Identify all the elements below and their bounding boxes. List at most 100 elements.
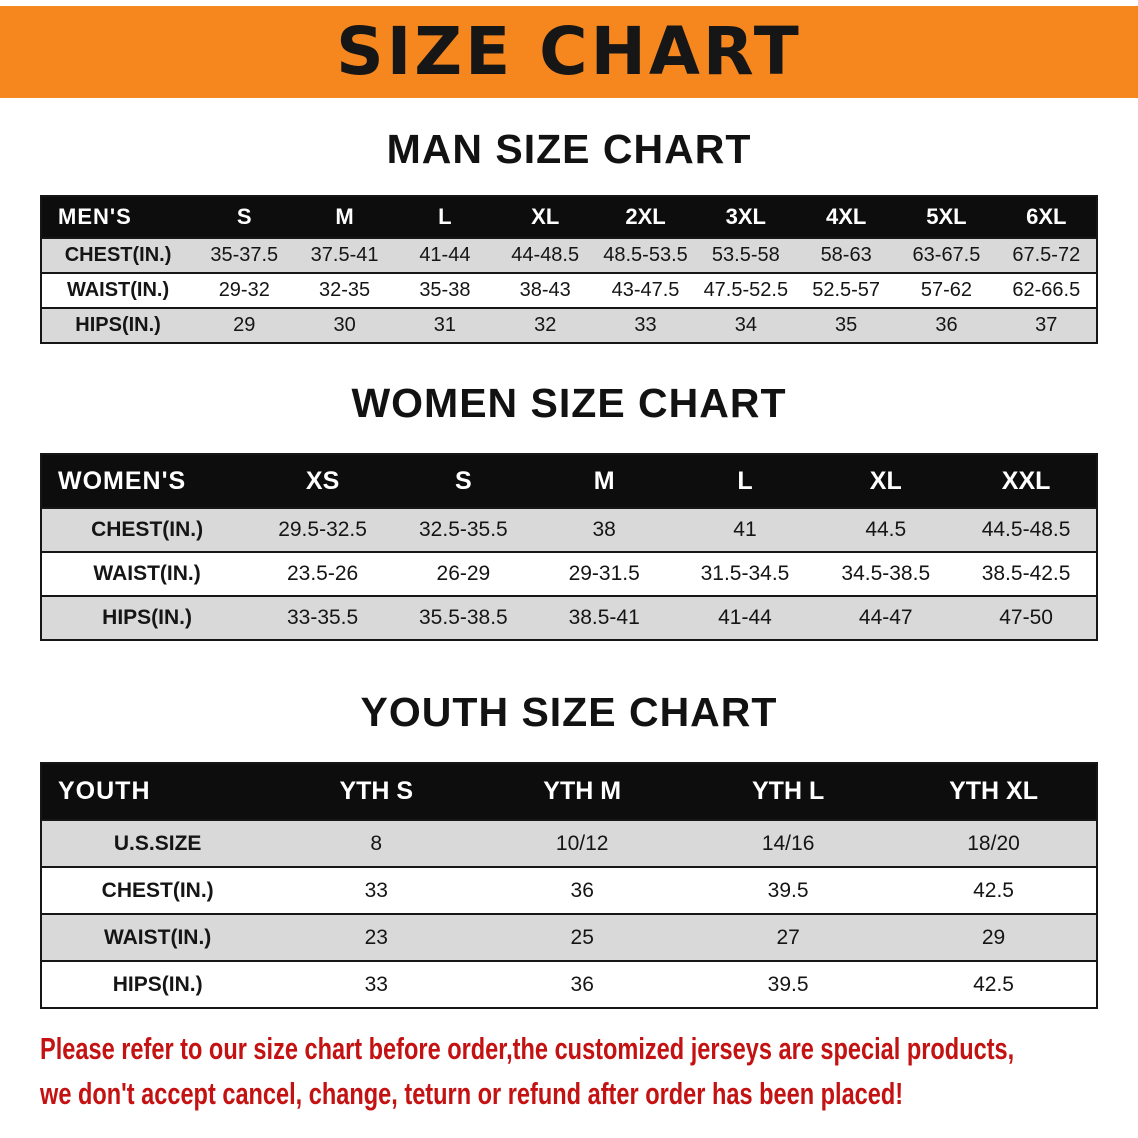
table-header-row: WOMEN'S XS S M L XL XXL xyxy=(41,453,1097,509)
disclaimer: Please refer to our size chart before or… xyxy=(40,1027,1138,1117)
value-cell: 33 xyxy=(273,960,480,1009)
size-header-cell: M xyxy=(533,453,675,509)
value-cell: 35-37.5 xyxy=(194,237,295,274)
section-heading: MAN SIZE CHART xyxy=(386,126,752,172)
page-title: SIZE CHART xyxy=(336,13,802,90)
row-label-cell: CHEST(IN.) xyxy=(41,237,195,274)
size-header-cell: YTH S xyxy=(273,762,480,821)
value-cell: 23 xyxy=(273,913,480,962)
value-cell: 32-35 xyxy=(294,272,395,309)
value-cell: 38.5-42.5 xyxy=(956,551,1097,597)
table-title-cell: YOUTH xyxy=(41,762,274,821)
value-cell: 29 xyxy=(194,307,295,344)
value-cell: 47.5-52.5 xyxy=(695,272,796,309)
value-cell: 29-32 xyxy=(194,272,295,309)
value-cell: 41-44 xyxy=(674,595,816,641)
disclaimer-line-2: we don't accept cancel, change, teturn o… xyxy=(40,1075,904,1111)
value-cell: 27 xyxy=(685,913,892,962)
size-header-cell: 2XL xyxy=(595,195,696,239)
size-header-cell: S xyxy=(392,453,534,509)
size-header-cell: YTH M xyxy=(479,762,686,821)
value-cell: 8 xyxy=(273,819,480,868)
value-cell: 52.5-57 xyxy=(795,272,897,309)
value-cell: 31 xyxy=(394,307,496,344)
value-cell: 38 xyxy=(533,507,675,553)
value-cell: 25 xyxy=(479,913,686,962)
size-header-cell: XL xyxy=(815,453,957,509)
table-header-row: YOUTH YTH S YTH M YTH L YTH XL xyxy=(41,762,1097,821)
row-label-cell: WAIST(IN.) xyxy=(41,913,274,962)
value-cell: 38-43 xyxy=(495,272,596,309)
value-cell: 39.5 xyxy=(685,866,892,915)
size-chart-page: SIZE CHART MAN SIZE CHART MEN'S S M L XL 2XL 3X… xyxy=(0,6,1138,1117)
size-table: YOUTH YTH S YTH M YTH L YTH XL U.S.SIZE 8 10/12… xyxy=(40,762,1098,1009)
table-row: CHEST(IN.) 29.5-32.5 32.5-35.5 38 41 44.5 44.5… xyxy=(41,507,1097,553)
value-cell: 35.5-38.5 xyxy=(392,595,534,641)
value-cell: 57-62 xyxy=(896,272,997,309)
value-cell: 31.5-34.5 xyxy=(674,551,816,597)
section-heading: WOMEN SIZE CHART xyxy=(351,380,787,426)
size-header-cell: L xyxy=(674,453,816,509)
table-header-row: MEN'S S M L XL 2XL 3XL 4XL 5XL 6XL xyxy=(41,195,1097,239)
table-row: HIPS(IN.) 33-35.5 35.5-38.5 38.5-41 41-44 44-… xyxy=(41,595,1097,641)
size-header-cell: XL xyxy=(495,195,596,239)
table-title-cell: MEN'S xyxy=(41,195,195,239)
value-cell: 41 xyxy=(674,507,816,553)
value-cell: 42.5 xyxy=(891,866,1097,915)
disclaimer-line-1: Please refer to our size chart before or… xyxy=(40,1031,1015,1066)
size-header-cell: 4XL xyxy=(795,195,897,239)
value-cell: 29 xyxy=(891,913,1097,962)
value-cell: 58-63 xyxy=(795,237,897,274)
value-cell: 48.5-53.5 xyxy=(595,237,696,274)
row-label-cell: CHEST(IN.) xyxy=(41,507,253,553)
value-cell: 62-66.5 xyxy=(996,272,1097,309)
value-cell: 26-29 xyxy=(392,551,534,597)
value-cell: 32.5-35.5 xyxy=(392,507,534,553)
value-cell: 33 xyxy=(273,866,480,915)
value-cell: 33 xyxy=(595,307,696,344)
table-row: WAIST(IN.) 23 25 27 29 xyxy=(41,913,1097,962)
size-table: WOMEN'S XS S M L XL XXL CHEST(IN.) 29.5-32.5 32.5… xyxy=(40,453,1098,641)
table-row: HIPS(IN.) 33 36 39.5 42.5 xyxy=(41,960,1097,1009)
size-header-cell: XS xyxy=(252,453,393,509)
value-cell: 33-35.5 xyxy=(252,595,393,641)
size-header-cell: 6XL xyxy=(996,195,1097,239)
value-cell: 47-50 xyxy=(956,595,1097,641)
value-cell: 44-48.5 xyxy=(495,237,596,274)
value-cell: 67.5-72 xyxy=(996,237,1097,274)
value-cell: 44-47 xyxy=(815,595,957,641)
table-row: CHEST(IN.) 35-37.5 37.5-41 41-44 44-48.5 48.5… xyxy=(41,237,1097,274)
table-row: WAIST(IN.) 23.5-26 26-29 29-31.5 31.5-34.5 34… xyxy=(41,551,1097,597)
row-label-cell: CHEST(IN.) xyxy=(41,866,274,915)
row-label-cell: U.S.SIZE xyxy=(41,819,274,868)
size-header-cell: L xyxy=(394,195,496,239)
value-cell: 10/12 xyxy=(479,819,686,868)
value-cell: 29-31.5 xyxy=(533,551,675,597)
value-cell: 38.5-41 xyxy=(533,595,675,641)
row-label-cell: WAIST(IN.) xyxy=(41,272,195,309)
row-label-cell: WAIST(IN.) xyxy=(41,551,253,597)
size-header-cell: XXL xyxy=(956,453,1097,509)
size-header-cell: S xyxy=(194,195,295,239)
row-label-cell: HIPS(IN.) xyxy=(41,307,195,344)
size-header-cell: YTH L xyxy=(685,762,892,821)
size-table: MEN'S S M L XL 2XL 3XL 4XL 5XL 6XL CHEST(IN.) 35-37… xyxy=(40,195,1098,344)
value-cell: 53.5-58 xyxy=(695,237,796,274)
value-cell: 29.5-32.5 xyxy=(252,507,393,553)
row-label-cell: HIPS(IN.) xyxy=(41,960,274,1009)
value-cell: 34.5-38.5 xyxy=(815,551,957,597)
banner: SIZE CHART xyxy=(0,6,1138,98)
value-cell: 63-67.5 xyxy=(896,237,997,274)
value-cell: 36 xyxy=(479,866,686,915)
size-chart-section: WOMEN SIZE CHART WOMEN'S XS S M L XL XXL CHEST(I… xyxy=(0,380,1138,641)
value-cell: 37.5-41 xyxy=(294,237,395,274)
value-cell: 14/16 xyxy=(685,819,892,868)
value-cell: 39.5 xyxy=(685,960,892,1009)
value-cell: 30 xyxy=(294,307,395,344)
section-heading: YOUTH SIZE CHART xyxy=(360,689,778,735)
size-header-cell: 5XL xyxy=(896,195,997,239)
size-chart-section: YOUTH SIZE CHART YOUTH YTH S YTH M YTH L YTH … xyxy=(0,689,1138,1009)
value-cell: 23.5-26 xyxy=(252,551,393,597)
value-cell: 35-38 xyxy=(394,272,496,309)
value-cell: 36 xyxy=(479,960,686,1009)
